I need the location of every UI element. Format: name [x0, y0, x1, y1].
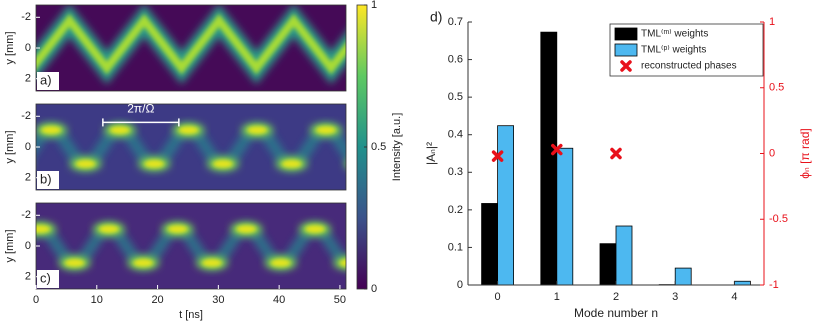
y2-tick-label: -0.5: [769, 213, 788, 225]
heatmap-lobe-core: [76, 160, 96, 168]
heatmap-image: [0, 5, 443, 91]
y-tick-label: 0: [25, 42, 31, 54]
x-tick-label: 0: [495, 291, 501, 303]
panel-label: b): [40, 171, 52, 186]
x-tick-label: 20: [151, 294, 163, 306]
y2-tick-label: 0: [769, 147, 775, 159]
x-tick-label: 4: [731, 291, 737, 303]
x-tick-label: 40: [273, 294, 285, 306]
bar: [498, 126, 514, 285]
y-tick-label: -2: [21, 110, 31, 122]
y-tick-label: -2: [21, 209, 31, 221]
y-tick-label: 0.4: [448, 129, 463, 141]
heatmap-lobe-core: [41, 126, 61, 134]
heatmap-lobe-core: [110, 126, 130, 134]
y-tick-label: 0.7: [448, 16, 463, 28]
y-tick-label: 0.5: [448, 91, 463, 103]
heatmap-lobe-core: [179, 126, 199, 134]
heatmap-lobe-core: [316, 126, 336, 134]
heatmap-lobe-core: [213, 160, 233, 168]
heatmap-lobe-core: [133, 259, 153, 267]
legend-label: TML⁽ᵖ⁾ weights: [641, 45, 706, 56]
bar: [675, 268, 691, 285]
heatmap-lobe-core: [305, 225, 325, 233]
x-tick-label: 3: [672, 291, 678, 303]
heatmap-lobe-core: [30, 225, 50, 233]
heatmap-lobe-core: [339, 259, 359, 267]
heatmap-lobe-core: [282, 160, 302, 168]
x-tick-label: 0: [33, 294, 39, 306]
phase-marker: [612, 150, 620, 158]
legend-label: reconstructed phases: [641, 61, 737, 72]
x-axis-label: t [ns]: [179, 309, 203, 321]
x-axis-label: Mode number n: [574, 306, 658, 320]
y-axis-label: y [mm]: [4, 230, 16, 263]
x-tick-label: 10: [91, 294, 103, 306]
panel-label: a): [40, 72, 52, 87]
y-axis-label: y [mm]: [4, 131, 16, 164]
legend-swatch: [615, 28, 637, 40]
heatmap-lobe-core: [99, 225, 119, 233]
heatmap-lobe-core: [202, 259, 222, 267]
y-tick-label: 2: [25, 271, 31, 283]
bar: [734, 281, 750, 285]
y-tick-label: 2: [25, 73, 31, 85]
y2-tick-label: -1: [769, 279, 779, 291]
bar: [616, 226, 632, 285]
heatmap-lobe-core: [168, 225, 188, 233]
y2-axis-label: ϕₙ [π rad]: [798, 128, 812, 178]
y2-tick-label: 0.5: [769, 82, 784, 94]
heatmap-lobe-core: [65, 259, 85, 267]
colorbar-tick-label: 0: [371, 283, 377, 295]
y-axis-label: |Aₙ|²: [424, 142, 438, 165]
y-tick-label: 0: [457, 279, 463, 291]
y-tick-label: 2: [25, 172, 31, 184]
y-axis-label: y [mm]: [4, 32, 16, 65]
x-tick-label: 2: [613, 291, 619, 303]
y-tick-label: 0.6: [448, 53, 463, 65]
y-tick-label: 0.1: [448, 241, 463, 253]
y-tick-label: 0: [25, 141, 31, 153]
heatmap-background: [36, 104, 346, 190]
bar: [557, 148, 573, 285]
x-tick-label: 1: [554, 291, 560, 303]
x-tick-label: 50: [334, 294, 346, 306]
bar: [482, 203, 498, 285]
bar: [600, 244, 616, 285]
legend-swatch: [615, 44, 637, 56]
colorbar-tick-label: 0.5: [371, 141, 386, 153]
x-tick-label: 30: [212, 294, 224, 306]
heatmap-lobe-core: [247, 126, 267, 134]
chart-title: d): [430, 9, 442, 25]
phase-cross: [612, 150, 620, 158]
legend-label: TML⁽ᵐ⁾ weights: [641, 29, 708, 40]
colorbar-label: Intensity [a.u.]: [391, 113, 403, 181]
y-tick-label: -2: [21, 11, 31, 23]
annotation: 2π/Ω: [127, 102, 154, 116]
y-tick-label: 0.2: [448, 204, 463, 216]
colorbar-tick-label: 1: [371, 0, 377, 11]
panel-label: c): [40, 270, 51, 285]
y-tick-label: 0.3: [448, 166, 463, 178]
y-tick-label: 0: [25, 240, 31, 252]
heatmap-lobe-core: [271, 259, 291, 267]
heatmap-lobe-core: [236, 225, 256, 233]
bar: [541, 32, 557, 285]
heatmap-lobe-core: [144, 160, 164, 168]
y2-tick-label: 1: [769, 16, 775, 28]
